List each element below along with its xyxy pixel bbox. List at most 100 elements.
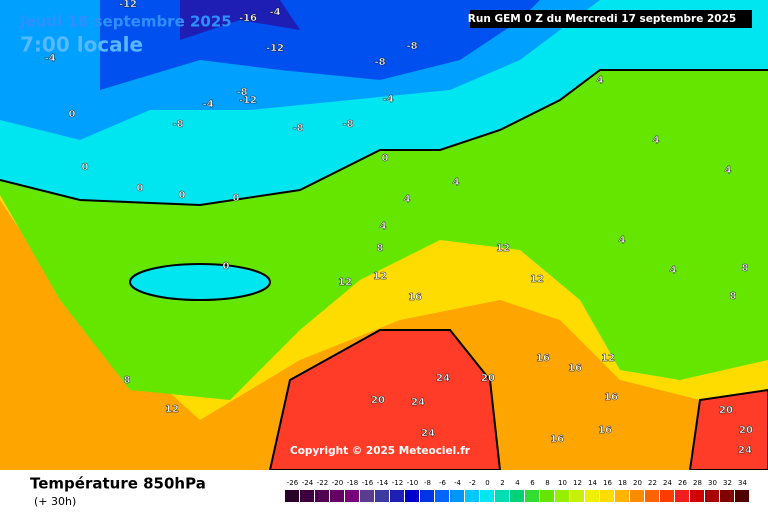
legend-swatch <box>540 490 554 502</box>
legend-label: 28 <box>693 479 702 487</box>
contour-label: 16 <box>604 392 618 403</box>
contour-label: 0 <box>179 190 186 201</box>
contour-label: 12 <box>338 277 352 288</box>
legend-label: -20 <box>332 479 343 487</box>
contour-label: -4 <box>44 53 55 64</box>
contour-label: 12 <box>373 271 387 282</box>
legend-swatch <box>360 490 374 502</box>
legend-swatch <box>585 490 599 502</box>
legend-label: 14 <box>588 479 597 487</box>
legend-swatch <box>405 490 419 502</box>
contour-label: 8 <box>124 375 131 386</box>
cyan-pocket <box>129 263 271 301</box>
legend-swatch <box>615 490 629 502</box>
contour-label: 8 <box>742 263 749 274</box>
contour-label: 16 <box>598 425 612 436</box>
legend-label: -6 <box>439 479 447 487</box>
legend-swatch <box>555 490 569 502</box>
legend-label: 8 <box>545 479 549 487</box>
legend-label: 30 <box>708 479 717 487</box>
legend-label: 24 <box>663 479 672 487</box>
contour-label: 4 <box>653 135 660 146</box>
contour-label: 12 <box>530 274 544 285</box>
legend-swatch <box>420 490 434 502</box>
legend-swatch <box>435 490 449 502</box>
legend-label: 2 <box>500 479 504 487</box>
legend-label: 12 <box>573 479 582 487</box>
legend-label: -12 <box>392 479 403 487</box>
contour-label: -12 <box>239 95 257 106</box>
contour-label: -8 <box>292 123 303 134</box>
contour-label: 4 <box>619 235 626 246</box>
contour-label: -4 <box>202 99 213 110</box>
contour-label: -8 <box>172 119 183 130</box>
legend-label: -2 <box>469 479 476 487</box>
contour <box>0 69 768 207</box>
contour-label: -4 <box>269 7 280 18</box>
legend-swatch <box>345 490 359 502</box>
legend-swatch <box>375 490 389 502</box>
contour-label: 24 <box>436 373 450 384</box>
contour-label: -8 <box>406 41 417 52</box>
legend-swatch <box>600 490 614 502</box>
footer-title: Température 850hPa <box>30 475 206 493</box>
legend-label: -8 <box>424 479 431 487</box>
legend-label: -18 <box>347 479 358 487</box>
legend-label: 4 <box>515 479 520 487</box>
legend-swatch <box>720 490 734 502</box>
contour-label: 24 <box>411 397 425 408</box>
legend-swatch <box>735 490 749 502</box>
contour-label: -12 <box>266 43 284 54</box>
contour-label: 0 <box>69 109 76 120</box>
legend-label: -22 <box>317 479 328 487</box>
copyright: Copyright © 2025 Meteociel.fr <box>290 445 471 457</box>
legend-swatch <box>510 490 524 502</box>
legend-swatch <box>330 490 344 502</box>
contour-label: 8 <box>377 243 384 254</box>
legend-label: 0 <box>485 479 489 487</box>
contour-label: -4 <box>382 94 393 105</box>
contour-label: 0 <box>82 162 89 173</box>
legend-swatch <box>300 490 314 502</box>
date: Jeudi 18 septembre 2025 <box>19 13 232 31</box>
contour-label: 0 <box>233 193 240 204</box>
contour-label: 4 <box>670 265 677 276</box>
legend-label: 16 <box>603 479 612 487</box>
legend-label: -14 <box>377 479 389 487</box>
legend-swatch <box>315 490 329 502</box>
legend-label: 10 <box>558 479 567 487</box>
legend-swatch <box>660 490 674 502</box>
legend-swatch <box>630 490 644 502</box>
legend-swatch <box>450 490 464 502</box>
dark-blue-area <box>180 0 300 40</box>
contour-label: 16 <box>550 434 564 445</box>
contour-label: 20 <box>719 405 733 416</box>
footer-lead: (+ 30h) <box>34 495 76 508</box>
legend-swatch <box>390 490 404 502</box>
contour-label: 12 <box>496 243 510 254</box>
legend-label: 34 <box>738 479 747 487</box>
contour-label: 4 <box>725 165 732 176</box>
legend-label: 18 <box>618 479 627 487</box>
legend-swatch <box>690 490 704 502</box>
legend-label: -10 <box>407 479 418 487</box>
contour-label: 0 <box>137 183 144 194</box>
contour-label: 16 <box>568 363 582 374</box>
contour-label: -8 <box>374 57 385 68</box>
map <box>0 0 768 471</box>
run-box <box>470 10 752 28</box>
legend-label: -16 <box>362 479 374 487</box>
contour-label: 16 <box>536 353 550 364</box>
contour-label: 16 <box>408 292 422 303</box>
legend-label: 20 <box>633 479 642 487</box>
contour-label: 0 <box>382 153 389 164</box>
legend-swatch <box>705 490 719 502</box>
contour-label: 24 <box>421 428 435 439</box>
legend-label: 32 <box>723 479 732 487</box>
contour-label: -16 <box>239 13 257 24</box>
run: Run GEM 0 Z du Mercredi 17 septembre 202… <box>468 13 736 25</box>
contour-label: -8 <box>342 119 353 130</box>
legend-swatch <box>465 490 479 502</box>
